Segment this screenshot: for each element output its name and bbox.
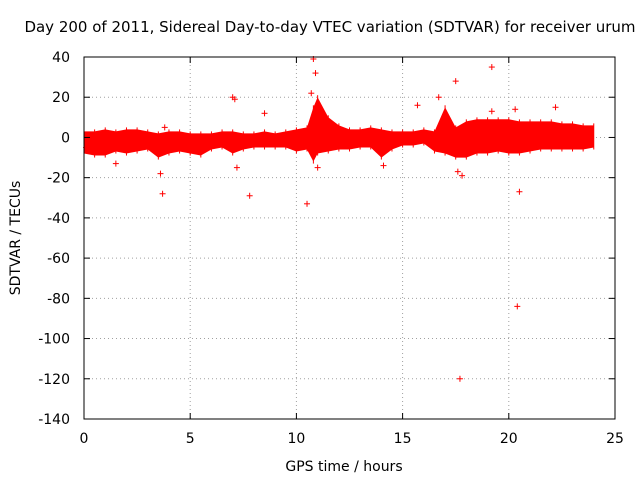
axis-ticks	[83, 56, 616, 420]
y-tick-label: 20	[52, 90, 70, 106]
y-axis-label: SDTVAR / TECUs	[8, 181, 24, 296]
data-point	[157, 170, 164, 177]
x-tick-label: 25	[606, 431, 624, 447]
x-tick-labels: 0 5 10 15 20 25	[80, 431, 624, 447]
y-tick-label: -40	[47, 211, 70, 227]
x-tick-label: 10	[287, 431, 305, 447]
data-point	[516, 188, 523, 195]
data-point	[231, 96, 238, 103]
y-tick-label: 40	[52, 50, 70, 66]
data-point	[233, 164, 240, 171]
x-axis-label: GPS time / hours	[285, 459, 402, 475]
data-points	[83, 56, 559, 382]
data-point	[552, 104, 559, 111]
data-point	[459, 172, 466, 179]
x-tick-label: 15	[394, 431, 412, 447]
data-point	[312, 70, 319, 77]
data-point	[454, 168, 461, 175]
data-point	[435, 94, 442, 101]
data-point	[159, 190, 166, 197]
data-point	[456, 375, 463, 382]
y-tick-label: -100	[38, 332, 70, 348]
grid-lines	[84, 57, 615, 419]
data-point	[514, 303, 521, 310]
data-point	[488, 108, 495, 115]
y-tick-labels: -140 -120 -100 -80 -60 -40 -20 0 20 40	[38, 50, 70, 428]
y-tick-label: -80	[47, 291, 70, 307]
data-point	[488, 64, 495, 71]
data-point	[452, 78, 459, 85]
data-point	[314, 164, 321, 171]
x-tick-label: 5	[186, 431, 195, 447]
data-point	[304, 200, 311, 207]
data-point	[512, 106, 519, 113]
x-tick-label: 0	[80, 431, 89, 447]
y-tick-label: 0	[61, 130, 70, 146]
x-tick-label: 20	[500, 431, 518, 447]
chart-title: Day 200 of 2011, Sidereal Day-to-day VTE…	[24, 18, 635, 36]
data-point	[112, 160, 119, 167]
data-point	[261, 110, 268, 117]
data-band	[83, 95, 595, 164]
data-point	[161, 124, 168, 131]
data-point	[246, 192, 253, 199]
data-point	[380, 162, 387, 169]
y-tick-label: -140	[38, 412, 70, 428]
y-tick-label: -120	[38, 372, 70, 388]
y-tick-label: -20	[47, 171, 70, 187]
data-point	[308, 90, 315, 97]
plot-frame	[83, 56, 616, 420]
y-tick-label: -60	[47, 251, 70, 267]
data-point	[414, 102, 421, 109]
